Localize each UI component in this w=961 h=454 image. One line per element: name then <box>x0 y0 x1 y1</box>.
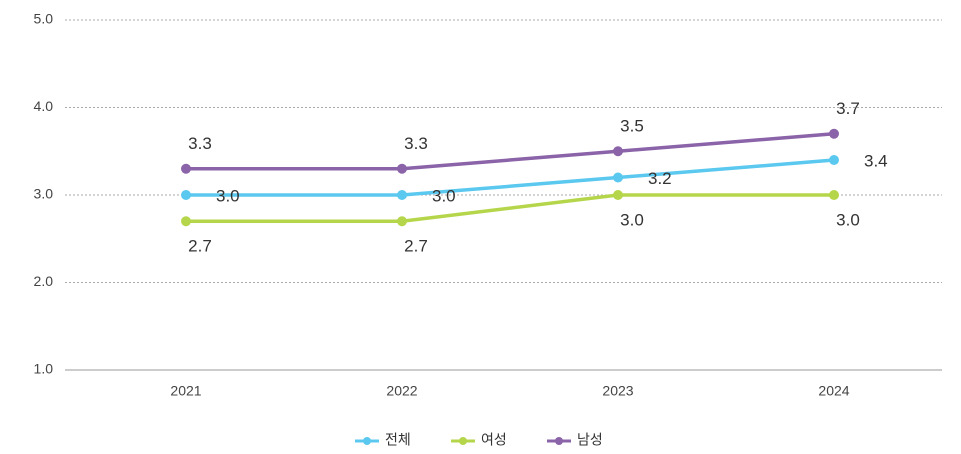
data-label: 3.0 <box>836 210 860 229</box>
x-tick-label: 2023 <box>602 383 633 399</box>
data-label: 3.7 <box>836 99 860 118</box>
data-point <box>181 216 191 227</box>
x-tick-label: 2022 <box>386 383 417 399</box>
data-label: 3.5 <box>620 117 644 136</box>
series-line <box>186 193 834 223</box>
y-tick-label: 1.0 <box>34 361 54 377</box>
series-line <box>186 158 835 197</box>
series-line <box>186 132 835 171</box>
data-point <box>829 190 839 200</box>
data-label: 3.0 <box>432 186 456 205</box>
data-point <box>181 163 191 174</box>
legend-label: 여성 <box>481 432 507 448</box>
data-point <box>829 155 839 165</box>
data-point <box>613 146 623 157</box>
y-tick-label: 2.0 <box>34 273 54 289</box>
data-point <box>613 190 623 200</box>
y-tick-label: 4.0 <box>34 98 54 114</box>
data-point <box>397 216 407 227</box>
data-label: 2.7 <box>404 237 428 256</box>
y-tick-label: 5.0 <box>34 11 54 27</box>
y-tick-label: 3.0 <box>34 186 54 202</box>
data-point <box>397 163 407 174</box>
data-point <box>829 128 839 139</box>
data-label: 3.2 <box>648 169 672 188</box>
x-tick-label: 2021 <box>170 383 201 399</box>
data-label: 2.7 <box>188 237 212 256</box>
x-tick-label: 2024 <box>818 383 849 399</box>
legend-dot <box>363 437 371 445</box>
data-point <box>613 172 623 183</box>
legend-dot <box>555 437 563 445</box>
legend-dot <box>459 437 467 445</box>
data-point <box>397 190 407 200</box>
data-label: 3.3 <box>188 134 212 153</box>
legend-label: 전체 <box>385 432 411 448</box>
data-point <box>181 190 191 200</box>
data-label: 3.0 <box>216 186 240 205</box>
data-label: 3.3 <box>404 134 428 153</box>
data-label: 3.4 <box>864 151 888 170</box>
data-label: 3.0 <box>620 210 644 229</box>
legend-label: 남성 <box>577 432 603 448</box>
